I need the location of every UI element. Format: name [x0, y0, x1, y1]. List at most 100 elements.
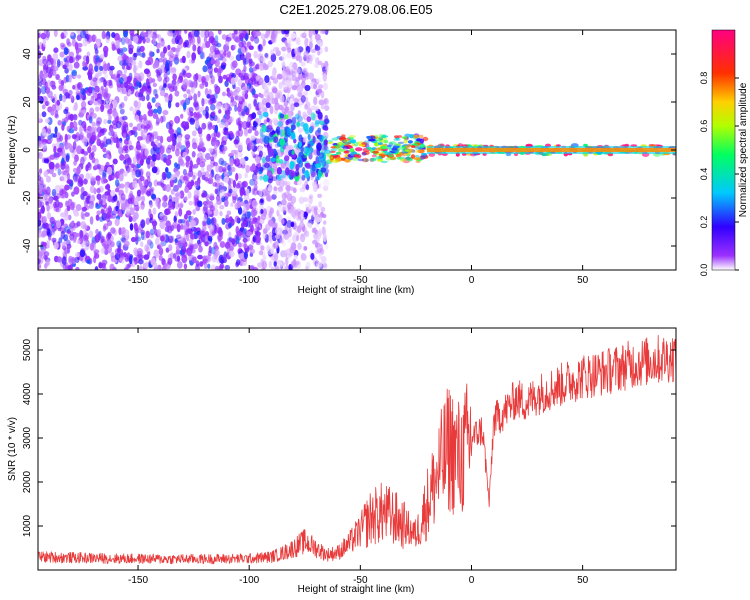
heatmap-x-ticks: -150 -100 -50 0 50 [128, 30, 589, 286]
heatmap-cell [260, 208, 264, 215]
heatmap-cell [172, 85, 178, 92]
heatmap-cell [421, 152, 427, 156]
heatmap-cell [295, 55, 301, 61]
heatmap-cell [38, 219, 42, 227]
heatmap-cell [374, 147, 383, 152]
heatmap-cell [139, 175, 145, 182]
heatmap-cell [80, 88, 86, 95]
heatmap-cell [170, 174, 176, 181]
heatmap-cell [39, 176, 44, 186]
heatmap-cell [140, 95, 146, 101]
colorbar-tick-label: 0.8 [699, 72, 709, 85]
heatmap-cell [290, 206, 295, 212]
heatmap-cell [89, 185, 95, 194]
heatmap-y-tick-label: -40 [22, 238, 33, 253]
heatmap-cell [44, 222, 49, 230]
heatmap-cell [274, 234, 281, 239]
heatmap-cell [252, 201, 258, 206]
heatmap-cell [59, 135, 63, 142]
heatmap-cell [72, 114, 78, 121]
heatmap-cell [213, 208, 219, 217]
heatmap-cell [286, 52, 292, 59]
heatmap-cell [374, 141, 380, 147]
heatmap-cell [280, 162, 287, 169]
heatmap-cell [316, 247, 322, 254]
heatmap-cell [310, 112, 316, 121]
heatmap-cell [234, 234, 238, 241]
heatmap-cell [210, 160, 215, 169]
heatmap-cell [108, 115, 112, 121]
heatmap-cell [303, 50, 309, 58]
heatmap-cell [125, 210, 130, 216]
heatmap-cell [143, 117, 148, 125]
heatmap-cell [190, 226, 197, 232]
heatmap-cell [250, 224, 254, 232]
heatmap-cell [160, 235, 165, 242]
heatmap-y-tick-label: 40 [22, 48, 33, 60]
heatmap-cell [201, 220, 206, 227]
heatmap-cell [154, 33, 159, 39]
heatmap-cell [190, 233, 196, 240]
heatmap-cell [97, 62, 101, 68]
heatmap-cell [174, 201, 180, 210]
heatmap-cell [208, 147, 214, 153]
heatmap-cell [267, 60, 273, 68]
heatmap-cell [234, 104, 238, 112]
heatmap-cell [192, 142, 198, 150]
heatmap-cell [197, 254, 203, 260]
heatmap-cell [226, 210, 232, 216]
heatmap-cell [380, 145, 388, 150]
heatmap-cell [188, 200, 193, 206]
heatmap-cell [153, 249, 160, 258]
heatmap-cell [175, 244, 180, 252]
heatmap-cell [174, 211, 179, 218]
heatmap-cell [262, 111, 269, 118]
heatmap-cell [107, 108, 113, 115]
heatmap-cell [124, 38, 130, 45]
heatmap-cell [237, 142, 244, 151]
heatmap-cell [299, 233, 306, 243]
heatmap-y-tick-label: -20 [22, 190, 33, 205]
heatmap-cell [188, 38, 194, 44]
heatmap-cell [372, 150, 379, 154]
heatmap-cell [271, 35, 276, 43]
heatmap-cell [252, 234, 257, 243]
heatmap-cell [335, 151, 341, 155]
heatmap-cell [300, 61, 306, 67]
heatmap-cell [383, 140, 389, 144]
heatmap-cell [257, 167, 264, 172]
heatmap-cell [79, 249, 86, 258]
heatmap-cell [308, 223, 313, 229]
heatmap-cell [82, 229, 88, 236]
heatmap-cell [199, 83, 205, 89]
heatmap-cell [151, 97, 156, 103]
heatmap-cell [49, 68, 53, 77]
heatmap-cell [414, 146, 422, 150]
heatmap-cell [296, 37, 301, 46]
heatmap-cell [303, 226, 307, 236]
heatmap-cell [144, 244, 149, 252]
heatmap-cell [157, 75, 163, 82]
heatmap-cell [100, 100, 107, 106]
heatmap-cell [274, 92, 281, 99]
heatmap-cell [303, 197, 309, 203]
heatmap-cell [297, 242, 302, 250]
heatmap-cell [312, 239, 318, 245]
heatmap-cell [111, 32, 116, 38]
heatmap-cell [221, 217, 226, 225]
heatmap-cell [263, 135, 270, 145]
heatmap-cell [175, 117, 180, 123]
heatmap-cell [142, 179, 148, 186]
heatmap-cell [238, 72, 244, 78]
heatmap-cell [184, 179, 191, 186]
heatmap-cell [61, 94, 67, 103]
heatmap-cell [206, 164, 212, 172]
heatmap-cell [281, 70, 286, 76]
heatmap-cell [240, 55, 245, 61]
heatmap-cell [124, 36, 130, 43]
heatmap-cell [47, 128, 52, 135]
heatmap-cell [38, 81, 43, 87]
heatmap-cell [197, 74, 202, 83]
heatmap-cell [100, 235, 104, 244]
heatmap-cell [47, 54, 52, 63]
